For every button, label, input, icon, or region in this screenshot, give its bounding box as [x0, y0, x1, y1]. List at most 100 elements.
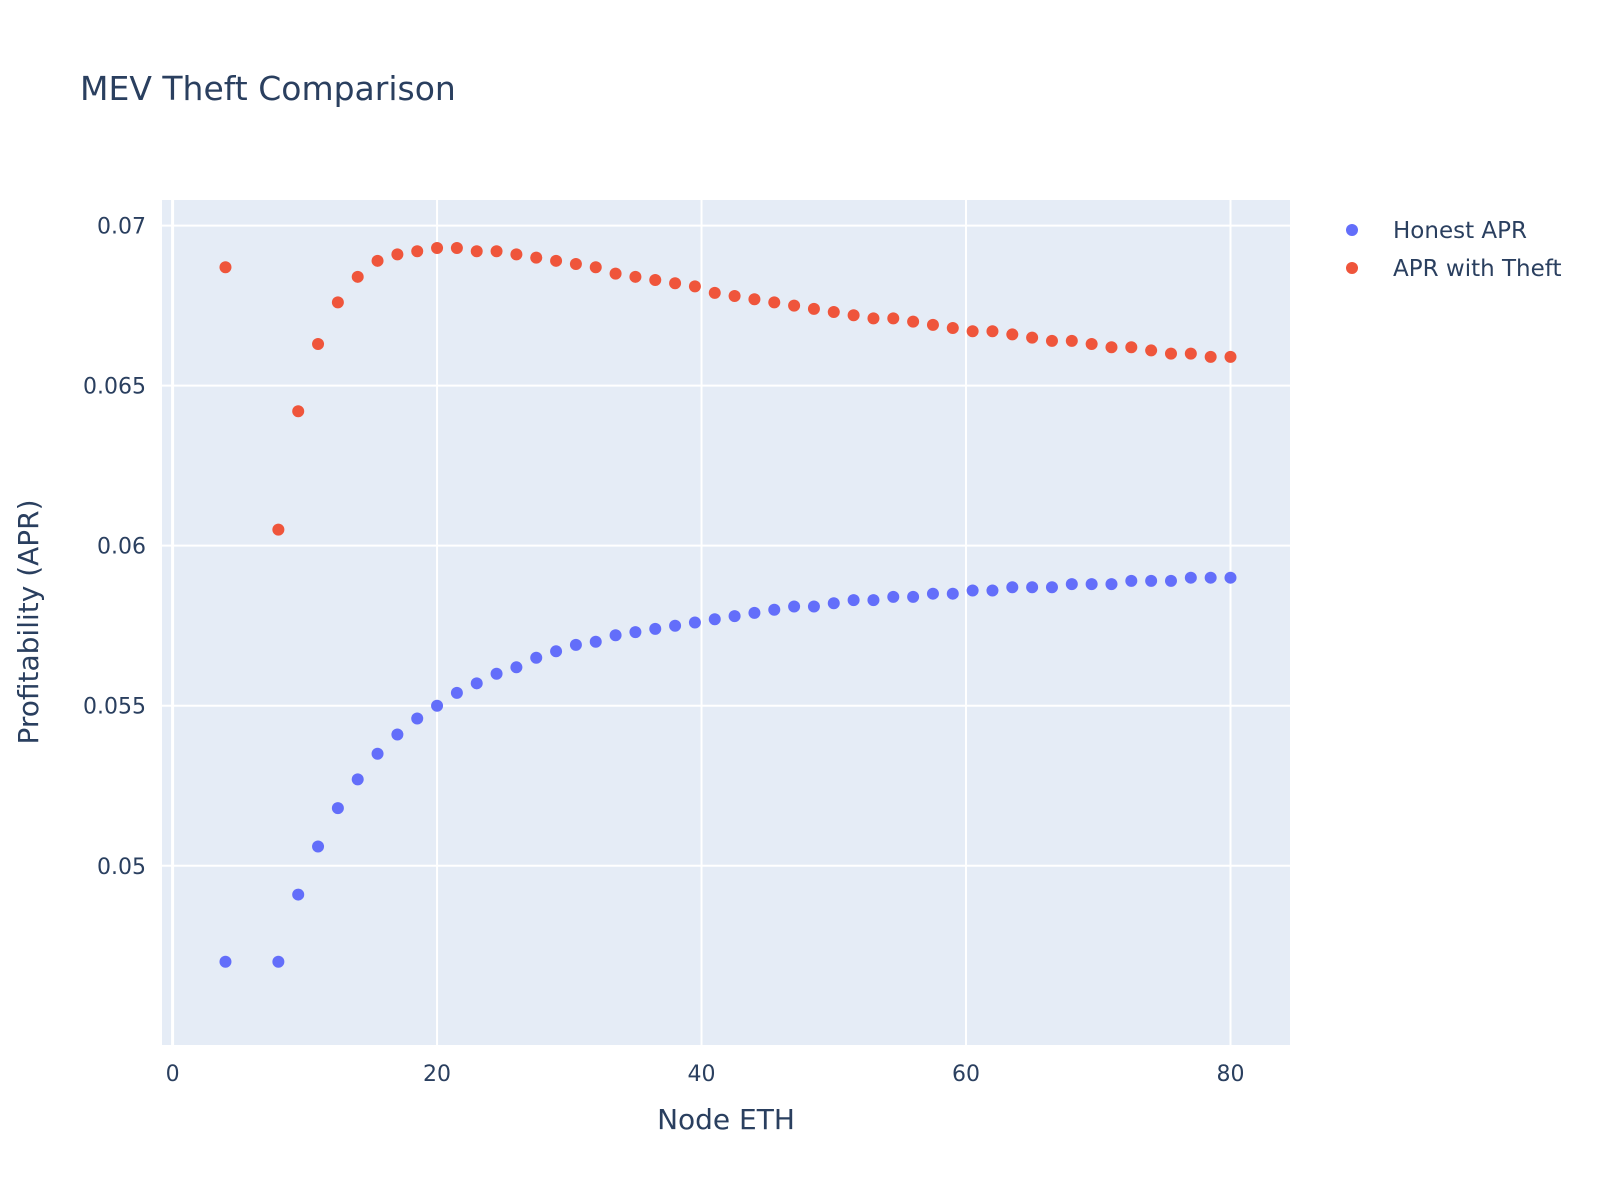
honest-apr-point [219, 955, 232, 968]
honest-apr-point [331, 802, 344, 815]
honest-apr-point [391, 728, 404, 741]
x-tick-label: 20 [423, 1062, 451, 1087]
theft-apr-point [219, 261, 232, 274]
theft-apr-point [351, 270, 364, 283]
honest-apr-point [1085, 578, 1098, 591]
y-tick-label: 0.05 [97, 855, 146, 880]
honest-apr-point [1164, 574, 1177, 587]
theft-apr-point [669, 277, 682, 290]
honest-apr-point [907, 590, 920, 603]
theft-apr-point [986, 325, 999, 338]
honest-apr-point [867, 594, 880, 607]
y-tick-label: 0.055 [83, 695, 146, 720]
legend: Honest APR APR with Theft [1346, 218, 1562, 282]
honest-apr-point [629, 626, 642, 639]
y-tick-label: 0.07 [97, 215, 146, 240]
theft-apr-point [1145, 344, 1158, 357]
honest-apr-point [649, 622, 662, 635]
theft-apr-point [470, 245, 483, 258]
honest-apr-point [292, 888, 305, 901]
y-axis-title: Profitability (APR) [12, 499, 45, 744]
theft-apr-point [827, 306, 840, 319]
theft-apr-point [946, 322, 959, 335]
legend-marker [1346, 224, 1358, 236]
theft-apr-point [1204, 350, 1217, 363]
x-tick-label: 60 [952, 1062, 980, 1087]
honest-apr-point [887, 590, 900, 603]
theft-apr-point [966, 325, 979, 338]
theft-apr-point [1105, 341, 1118, 354]
honest-apr-point [1145, 574, 1158, 587]
theft-apr-point [1006, 328, 1019, 341]
theft-apr-point [708, 286, 721, 299]
honest-apr-point [371, 747, 384, 760]
honest-apr-point [272, 955, 285, 968]
x-axis-title: Node ETH [657, 1103, 795, 1136]
theft-apr-point [510, 248, 523, 261]
legend-label: Honest APR [1393, 218, 1527, 244]
honest-apr-point [530, 651, 543, 664]
theft-apr-point [768, 296, 781, 309]
honest-apr-point [688, 616, 701, 629]
data-points [219, 242, 1237, 968]
theft-apr-point [1125, 341, 1138, 354]
theft-apr-point [589, 261, 602, 274]
legend-marker [1346, 262, 1358, 274]
honest-apr-point [1065, 578, 1078, 591]
theft-apr-point [391, 248, 404, 261]
theft-apr-point [1065, 334, 1078, 347]
theft-apr-point [550, 254, 563, 267]
theft-apr-point [292, 405, 305, 418]
theft-apr-point [272, 523, 285, 536]
x-tick-label: 80 [1216, 1062, 1244, 1087]
honest-apr-point [728, 610, 741, 623]
theft-apr-point [1164, 347, 1177, 360]
honest-apr-point [926, 587, 939, 600]
honest-apr-point [1204, 571, 1217, 584]
honest-apr-point [411, 712, 424, 725]
grid [162, 200, 1290, 1045]
theft-apr-point [1224, 350, 1237, 363]
theft-apr-point [312, 338, 325, 351]
chart-title: MEV Theft Comparison [80, 69, 456, 108]
theft-apr-point [728, 290, 741, 303]
honest-apr-point [1105, 578, 1118, 591]
honest-apr-point [609, 629, 622, 642]
honest-apr-point [807, 600, 820, 613]
theft-apr-point [887, 312, 900, 325]
theft-apr-point [788, 299, 801, 312]
honest-apr-point [431, 699, 444, 712]
honest-apr-point [669, 619, 682, 632]
honest-apr-point [748, 606, 761, 619]
theft-apr-point [1085, 338, 1098, 351]
theft-apr-point [847, 309, 860, 322]
honest-apr-point [569, 638, 582, 651]
theft-apr-point [431, 242, 444, 255]
honest-apr-point [966, 584, 979, 597]
theft-apr-point [629, 270, 642, 283]
honest-apr-point [788, 600, 801, 613]
honest-apr-point [708, 613, 721, 626]
theft-apr-point [926, 318, 939, 331]
theft-apr-point [1026, 331, 1039, 344]
x-tick-label: 0 [166, 1062, 180, 1087]
theft-apr-point [807, 302, 820, 315]
theft-apr-point [748, 293, 761, 306]
x-tick-label: 40 [688, 1062, 716, 1087]
theft-apr-point [450, 242, 463, 255]
honest-apr-point [510, 661, 523, 674]
honest-apr-point [768, 603, 781, 616]
plot-area [162, 200, 1290, 1045]
theft-apr-point [371, 254, 384, 267]
y-tick-label: 0.06 [97, 535, 146, 560]
honest-apr-point [1045, 581, 1058, 594]
honest-apr-point [490, 667, 503, 680]
honest-apr-point [1125, 574, 1138, 587]
theft-apr-point [490, 245, 503, 258]
theft-apr-point [907, 315, 920, 328]
honest-apr-point [1224, 571, 1237, 584]
honest-apr-point [1184, 571, 1197, 584]
theft-apr-point [1045, 334, 1058, 347]
honest-apr-point [589, 635, 602, 648]
